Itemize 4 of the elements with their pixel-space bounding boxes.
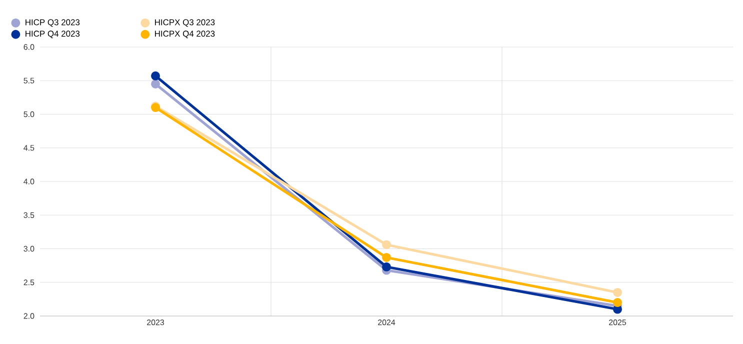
legend-label: HICP Q3 2023 [26, 19, 80, 27]
legend-label: HICPX Q3 2023 [155, 19, 215, 27]
legend-label: HICPX Q4 2023 [155, 30, 215, 38]
legend-label: HICP Q4 2023 [26, 30, 80, 38]
